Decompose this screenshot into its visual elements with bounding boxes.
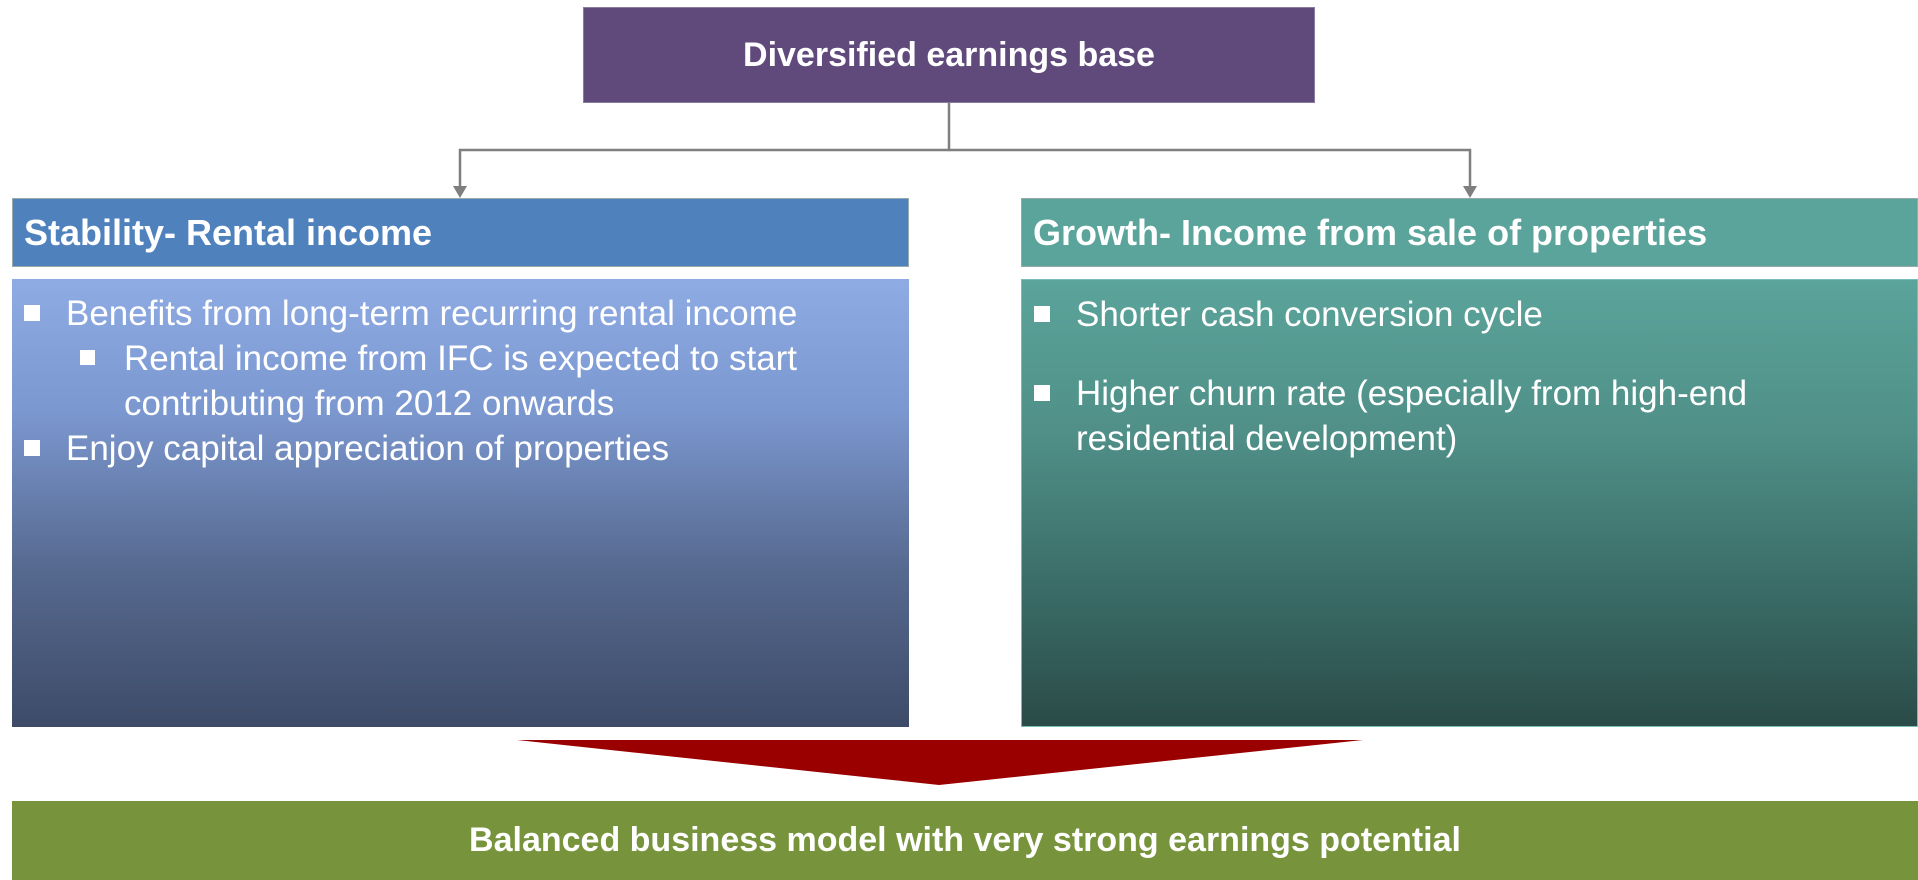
arrowhead xyxy=(453,186,467,198)
bullet-text: Benefits from long-term recurring rental… xyxy=(66,294,798,333)
bullet-item: Rental income from IFC is expected to st… xyxy=(24,336,869,426)
down-arrow xyxy=(517,740,1363,785)
connector xyxy=(458,103,951,188)
left-body: Benefits from long-term recurring rental… xyxy=(12,279,909,727)
bullet-marker xyxy=(24,440,40,456)
bullet-text: Enjoy capital appreciation of properties xyxy=(66,429,670,468)
bullet-item: Enjoy capital appreciation of properties xyxy=(24,426,869,471)
bullet-item: Shorter cash conversion cycle xyxy=(1034,292,1807,337)
conclusion-bar: Balanced business model with very strong… xyxy=(12,801,1918,880)
top-box: Diversified earnings base xyxy=(583,7,1315,103)
bullet-marker xyxy=(80,350,95,365)
bullet-item: Higher churn rate (especially from high-… xyxy=(1034,371,1807,461)
bullet-text: Rental income from IFC is expected to st… xyxy=(124,339,798,423)
right-body: Shorter cash conversion cycle Higher chur… xyxy=(1021,279,1918,727)
bullet-text: Higher churn rate (especially from high-… xyxy=(1076,374,1748,458)
arrowhead xyxy=(1463,186,1477,198)
left-heading: Stability- Rental income xyxy=(12,198,909,267)
bullet-text: Shorter cash conversion cycle xyxy=(1076,295,1543,334)
connector xyxy=(949,148,1472,188)
right-heading: Growth- Income from sale of properties xyxy=(1021,198,1918,267)
bullet-item: Benefits from long-term recurring rental… xyxy=(24,291,869,336)
bullet-marker xyxy=(1034,306,1050,322)
bullet-marker xyxy=(1034,385,1050,401)
bullet-marker xyxy=(24,305,40,321)
